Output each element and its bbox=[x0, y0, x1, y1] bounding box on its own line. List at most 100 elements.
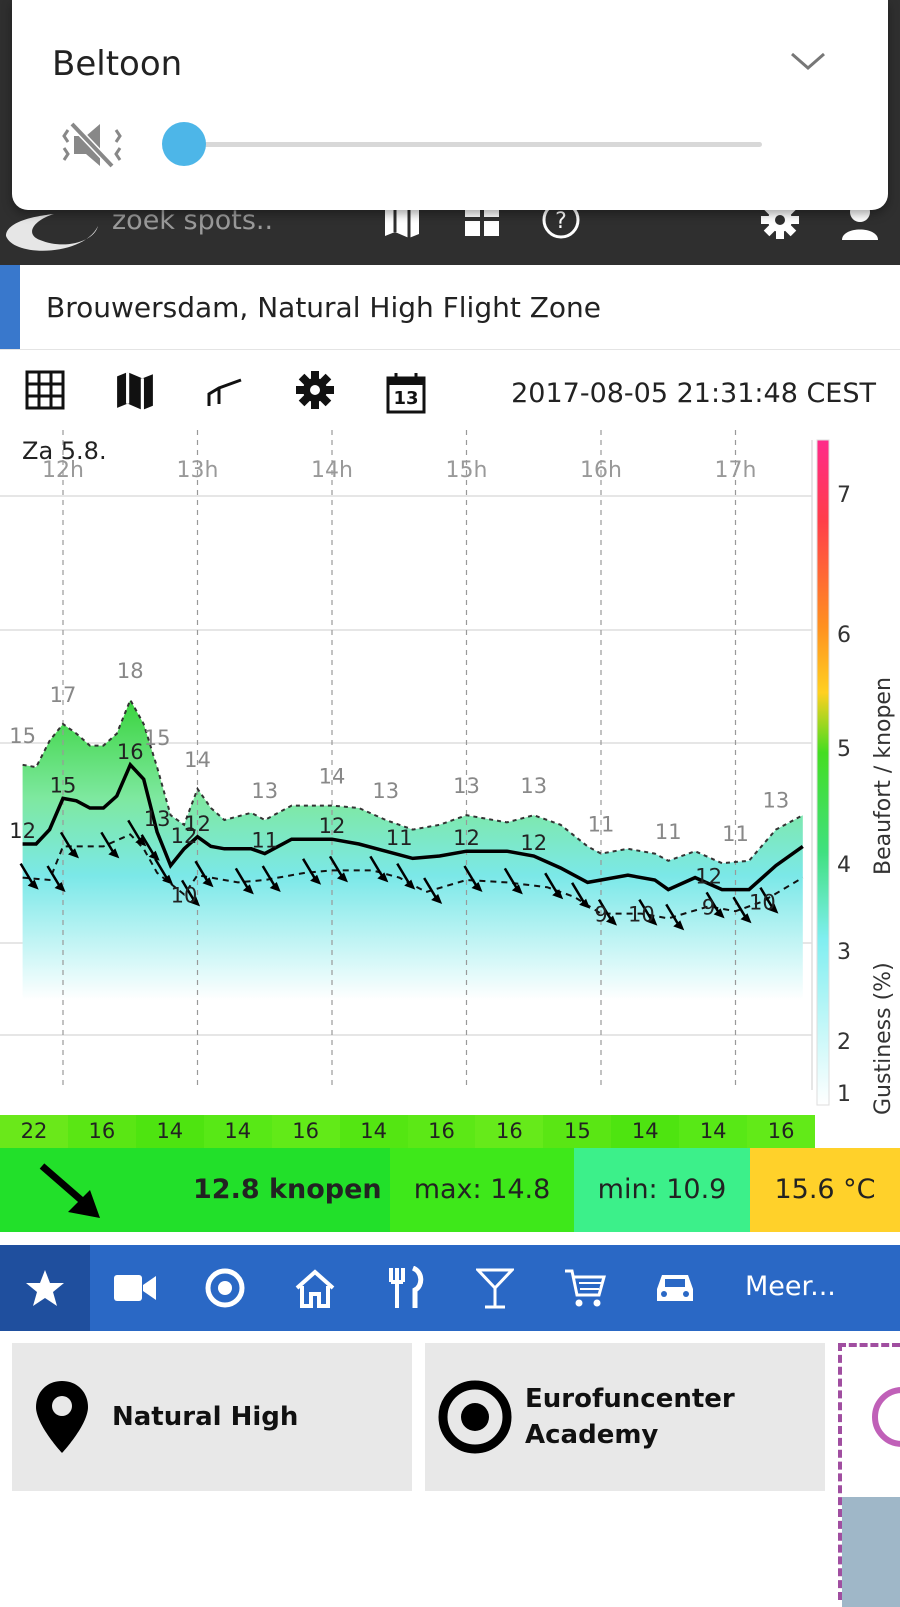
logo-icon[interactable] bbox=[4, 196, 100, 256]
day-label: Za 5.8. bbox=[22, 437, 107, 465]
cart-icon[interactable] bbox=[540, 1245, 630, 1331]
current-speed: 12.8 knopen bbox=[193, 1174, 382, 1205]
max-speed: max: 14.8 bbox=[390, 1148, 574, 1232]
data-label: 13 bbox=[453, 774, 480, 798]
beaufort-tick: 6 bbox=[837, 623, 851, 648]
card-title-line2: Academy bbox=[525, 1420, 659, 1450]
data-label: 10 bbox=[749, 891, 776, 915]
volume-slider-track[interactable] bbox=[182, 142, 762, 147]
chevron-down-icon[interactable] bbox=[788, 50, 828, 74]
data-label: 12 bbox=[184, 812, 211, 836]
data-label: 11 bbox=[588, 813, 615, 837]
car-icon[interactable] bbox=[630, 1245, 720, 1331]
volume-slider-handle[interactable] bbox=[162, 122, 206, 166]
data-label: 10 bbox=[628, 903, 655, 927]
direction-arrow bbox=[665, 903, 685, 931]
min-speed: min: 10.9 bbox=[574, 1148, 750, 1232]
direction-arrow bbox=[705, 891, 725, 919]
settings-icon[interactable] bbox=[295, 370, 335, 410]
direction-arrow bbox=[194, 860, 214, 888]
direction-arrow bbox=[544, 872, 564, 900]
data-label: 12 bbox=[520, 831, 547, 855]
direction-arrow bbox=[732, 896, 752, 924]
data-label: 15 bbox=[9, 724, 36, 748]
data-label: 11 bbox=[251, 829, 278, 853]
gustiness-axis-label: Gustiness (%) bbox=[871, 962, 896, 1115]
partial-card-image bbox=[842, 1497, 900, 1607]
gustiness-cell: 14 bbox=[135, 1115, 204, 1148]
direction-arrow bbox=[463, 865, 483, 892]
data-label: 11 bbox=[655, 820, 682, 844]
gear-icon[interactable] bbox=[760, 200, 800, 240]
data-label: 12 bbox=[453, 826, 480, 850]
direction-arrow bbox=[100, 831, 120, 859]
video-icon[interactable] bbox=[90, 1245, 180, 1331]
spot-card-eurofuncenter[interactable]: Eurofuncenter Academy bbox=[425, 1343, 825, 1600]
table-icon[interactable] bbox=[25, 370, 65, 410]
data-label: 15 bbox=[50, 773, 77, 797]
home-icon[interactable] bbox=[270, 1245, 360, 1331]
speed-cell: 12.8 knopen bbox=[0, 1148, 390, 1232]
beaufort-tick: 2 bbox=[837, 1030, 851, 1055]
target-icon[interactable] bbox=[180, 1245, 270, 1331]
direction-arrow bbox=[59, 831, 79, 859]
data-label: 12 bbox=[171, 824, 198, 848]
card-header: Natural High bbox=[12, 1343, 412, 1491]
map-icon[interactable] bbox=[115, 370, 155, 410]
muted-speaker-icon[interactable] bbox=[60, 120, 126, 170]
direction-arrow bbox=[140, 834, 160, 861]
direction-arrow bbox=[261, 865, 281, 892]
min-series-line bbox=[22, 833, 804, 920]
volume-title: Beltoon bbox=[52, 44, 183, 84]
svg-text:?: ? bbox=[555, 209, 567, 234]
cocktail-icon[interactable] bbox=[450, 1245, 540, 1331]
spot-card-natural-high[interactable]: Natural High bbox=[12, 1343, 412, 1600]
x-tick-label: 13h bbox=[177, 458, 219, 483]
data-label: 13 bbox=[372, 779, 399, 803]
target-icon bbox=[438, 1380, 512, 1454]
direction-arrow bbox=[638, 898, 658, 926]
spot-accent bbox=[0, 265, 20, 349]
beaufort-tick: 5 bbox=[837, 737, 851, 762]
calendar-day: 13 bbox=[393, 388, 419, 409]
direction-arrow bbox=[19, 862, 39, 890]
data-label: 11 bbox=[722, 822, 749, 846]
direction-arrow bbox=[127, 819, 147, 847]
direction-arrow bbox=[369, 855, 389, 883]
direction-arrow bbox=[302, 858, 322, 885]
volume-panel: Beltoon bbox=[12, 0, 888, 210]
data-label: 14 bbox=[319, 765, 346, 789]
gustiness-cell: 16 bbox=[475, 1115, 544, 1148]
restaurant-icon[interactable] bbox=[360, 1245, 450, 1331]
data-label: 18 bbox=[117, 659, 144, 683]
beaufort-tick: 3 bbox=[837, 940, 851, 965]
star-icon[interactable] bbox=[0, 1245, 90, 1331]
more-link[interactable]: Meer... bbox=[745, 1271, 836, 1302]
gustiness-strip: 22 16 14 14 16 14 16 16 15 14 14 16 bbox=[0, 1115, 816, 1148]
data-label: 11 bbox=[386, 826, 413, 850]
x-tick-label: 14h bbox=[311, 458, 353, 483]
direction-arrow bbox=[234, 867, 254, 895]
gustiness-cell: 14 bbox=[203, 1115, 272, 1148]
direction-arrow bbox=[396, 862, 416, 890]
partial-card[interactable] bbox=[838, 1343, 900, 1607]
calendar-icon[interactable]: 13 bbox=[386, 372, 426, 414]
beaufort-tick: 7 bbox=[837, 483, 851, 508]
data-label: 10 bbox=[171, 883, 198, 907]
search-input[interactable]: zoek spots.. bbox=[112, 205, 274, 236]
arrow-southeast-icon bbox=[39, 1163, 100, 1218]
temperature: 15.6 °C bbox=[750, 1148, 900, 1232]
x-tick-label: 15h bbox=[446, 458, 488, 483]
data-label: 13 bbox=[762, 789, 789, 813]
data-label: 13 bbox=[144, 807, 171, 831]
spot-title[interactable]: Brouwersdam, Natural High Flight Zone bbox=[46, 291, 601, 324]
graph-icon[interactable] bbox=[205, 370, 245, 410]
gust-series-line bbox=[22, 697, 804, 865]
location-pin-icon bbox=[36, 1381, 88, 1453]
partial-card-icon bbox=[872, 1387, 900, 1447]
gustiness-cell: 16 bbox=[747, 1115, 816, 1148]
direction-arrow bbox=[180, 879, 201, 907]
beaufort-scale bbox=[817, 440, 829, 1105]
gustiness-cell: 15 bbox=[543, 1115, 612, 1148]
